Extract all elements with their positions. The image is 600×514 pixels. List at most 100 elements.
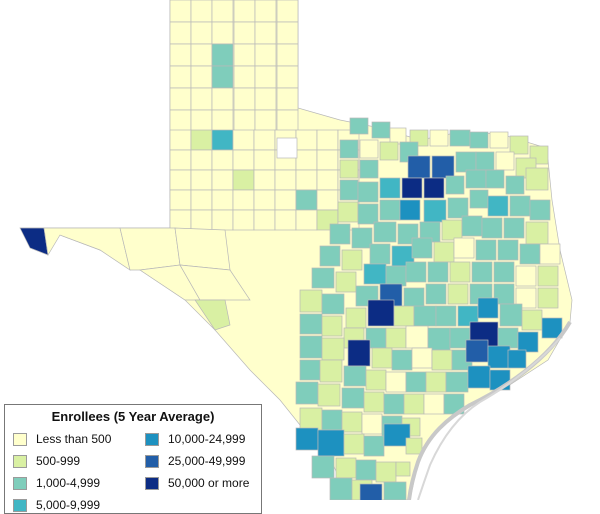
county [316,149,339,171]
county [232,189,255,211]
county [477,297,499,319]
county [190,87,213,111]
county [299,359,321,381]
county [276,65,299,89]
county [295,169,318,191]
county [413,305,437,327]
county [174,227,231,271]
county [211,149,234,171]
county [427,261,449,283]
county [211,21,234,45]
county [357,181,379,203]
county [43,227,131,271]
county [541,317,563,339]
county [537,287,559,309]
county [445,371,469,393]
legend-swatch [13,432,27,446]
legend-item-10000-24999: 10,000-24,999 [145,431,245,447]
county [253,189,276,211]
county [253,129,276,151]
county [379,199,401,221]
county [211,209,234,231]
barrier-island [417,337,561,500]
county [539,243,561,265]
legend-item-500-999: 500-999 [13,453,80,469]
county [359,139,379,159]
county [493,261,515,283]
county [317,383,341,407]
county [435,305,457,327]
legend-label: Less than 500 [36,432,112,446]
county-no-data [276,137,298,159]
county [254,65,277,89]
county [425,371,447,393]
county [383,481,407,500]
county [505,175,525,195]
county [190,169,213,191]
county [363,263,387,285]
county [337,201,359,223]
legend-label: 25,000-49,999 [168,454,246,468]
county [341,411,363,433]
legend-swatch [13,476,27,490]
county [190,129,213,151]
county [469,189,489,209]
county [453,237,475,259]
county [383,393,405,415]
county [449,129,471,147]
county [232,169,255,191]
county [211,169,234,191]
county [361,413,383,435]
county [232,209,255,231]
county [403,393,425,415]
county [169,209,192,231]
county [383,423,411,447]
county [355,459,377,481]
county [169,189,192,211]
county [211,189,234,211]
county [529,199,551,221]
county [517,331,539,353]
county [169,109,192,133]
county [399,199,421,221]
county [471,261,493,283]
county [441,219,463,241]
county [405,437,423,455]
county [232,149,255,171]
county [423,393,445,415]
county-el-paso [19,227,49,256]
county [433,241,455,263]
county [509,135,529,155]
map-legend: Enrollees (5 Year Average) Less than 500… [4,404,262,514]
county [509,195,531,217]
county [276,43,299,67]
county [405,261,427,283]
county [319,245,341,267]
legend-label: 5,000-9,999 [36,498,101,512]
legend-item-1000-4999: 1,000-4,999 [13,475,100,491]
county [190,0,213,23]
county [169,43,192,67]
county [525,221,549,245]
county [371,347,393,369]
county [389,127,407,145]
legend-swatch [13,454,27,468]
county [403,287,425,309]
county [407,155,431,179]
county [405,371,427,393]
county [329,477,353,500]
county [447,197,469,219]
county [295,129,318,151]
county [253,169,276,191]
county [341,249,363,271]
county [447,283,469,305]
county [401,177,423,199]
legend-item-less-than-500: Less than 500 [13,431,111,447]
county [254,109,277,133]
county [341,387,365,409]
county [190,43,213,67]
county [515,287,537,309]
county [190,189,213,211]
county [385,327,407,349]
county [363,435,385,457]
